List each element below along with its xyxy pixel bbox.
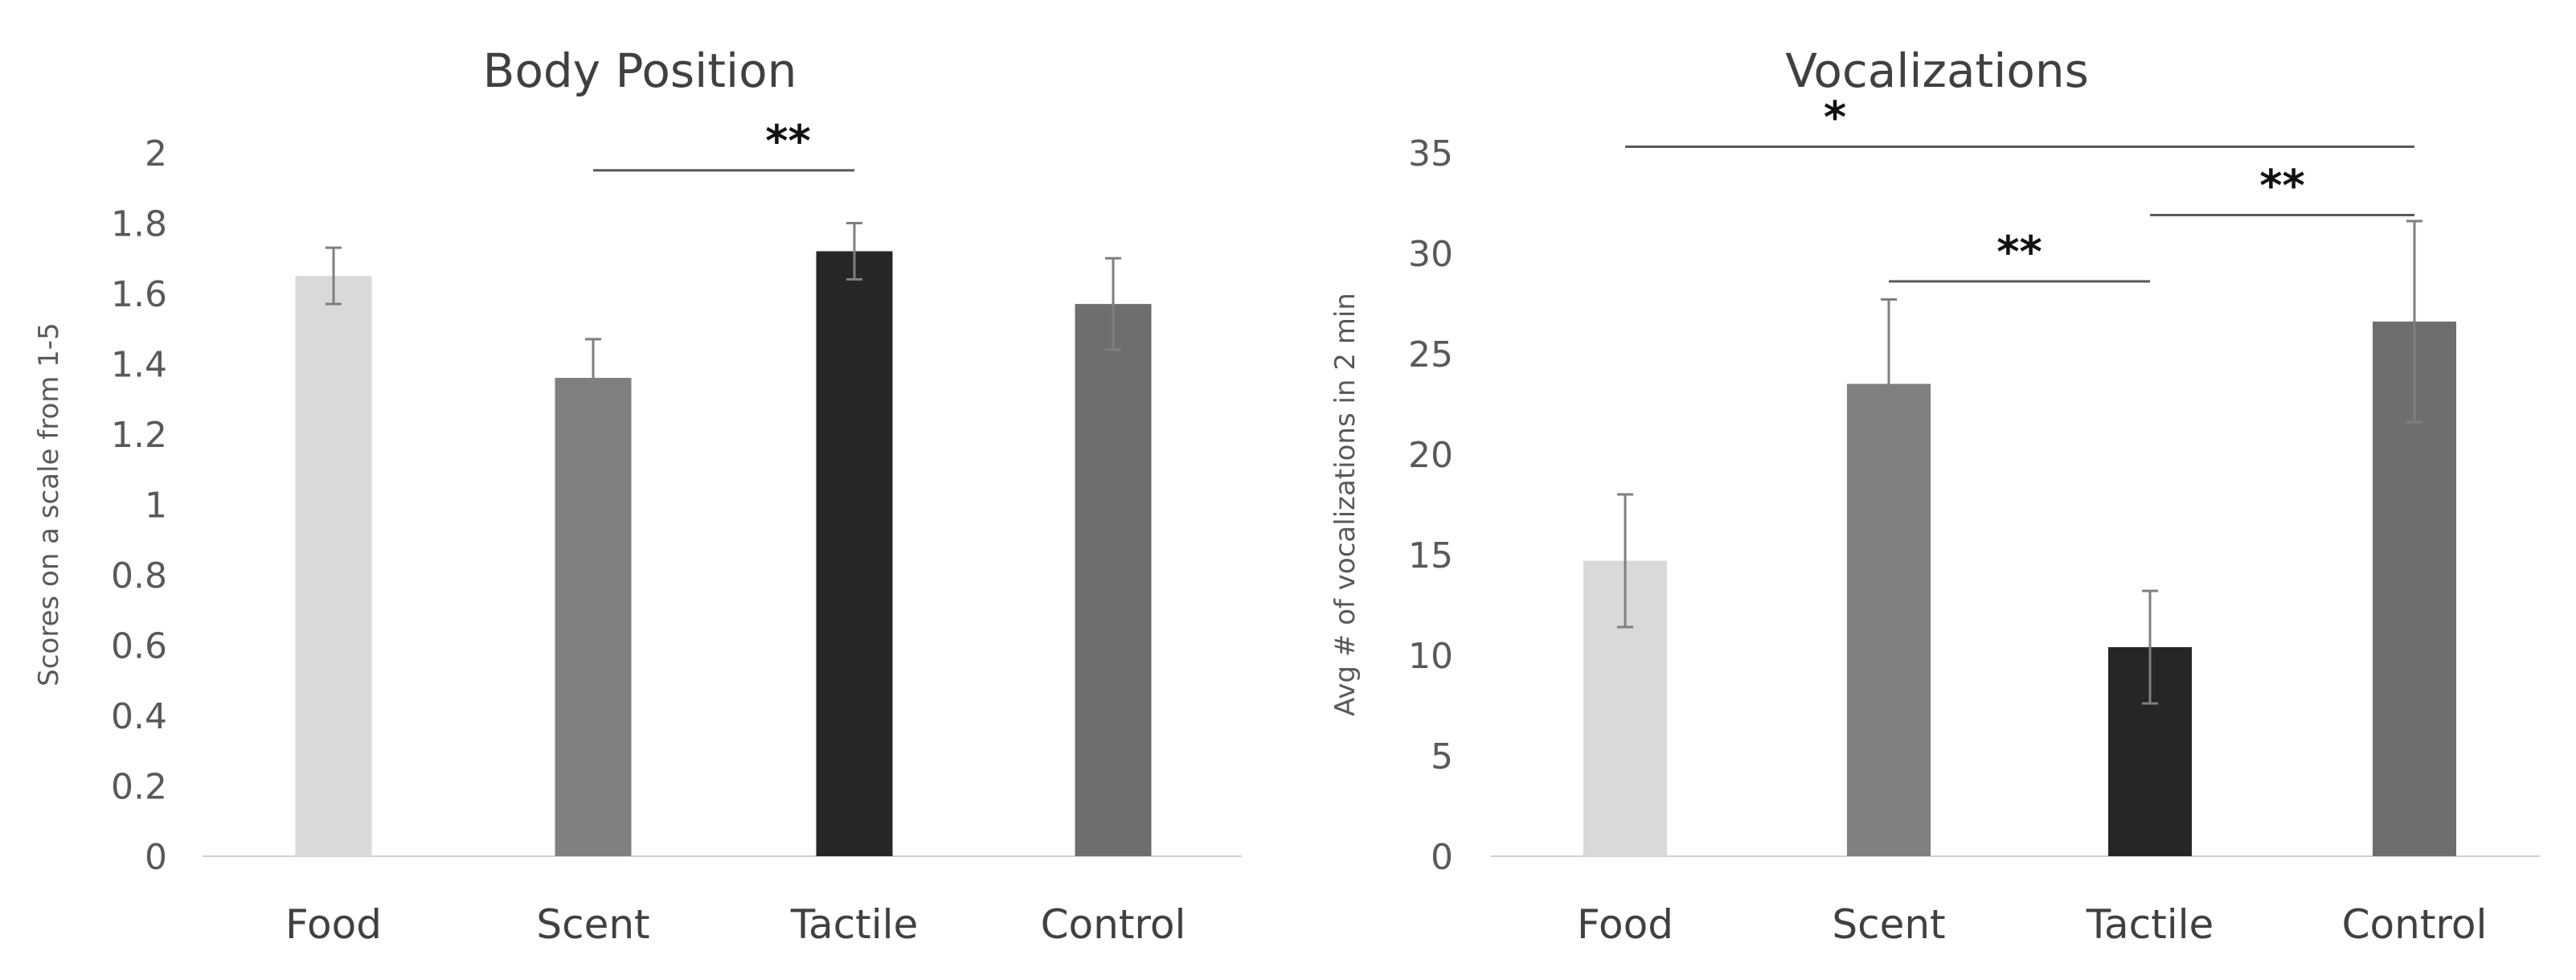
chart-title: Vocalizations: [1785, 43, 2089, 98]
x-category-label: Tactile: [2086, 901, 2214, 948]
y-tick-label: 0: [145, 837, 167, 878]
x-category-label: Scent: [536, 901, 649, 948]
y-tick-label: 1.4: [111, 345, 167, 386]
bar-tactile: [816, 251, 893, 856]
body-position-chart: Body Position Scores on a scale from 1-5 0…: [33, 43, 1242, 948]
significance-label: **: [1997, 227, 2042, 277]
significance-label: **: [2259, 161, 2304, 211]
y-tick-label: 30: [1408, 234, 1453, 275]
y-tick-label: 2: [145, 133, 167, 174]
bar-scent: [555, 378, 632, 856]
x-category-label: Control: [2342, 901, 2488, 948]
y-tick-label: 0.8: [111, 556, 167, 597]
x-category-label: Food: [1577, 901, 1673, 948]
bar-control: [1075, 304, 1152, 856]
bar-food: [295, 276, 372, 856]
x-category-label: Scent: [1832, 901, 1945, 948]
x-category-label: Food: [285, 901, 382, 948]
y-axis-label: Avg # of vocalizations in 2 min: [1329, 293, 1362, 716]
y-tick-label: 0.6: [111, 626, 167, 667]
x-category-label: Tactile: [790, 901, 919, 948]
y-tick-label: 1.6: [111, 274, 167, 315]
x-category-label: Control: [1041, 901, 1186, 948]
chart-title: Body Position: [483, 43, 797, 98]
y-tick-label: 5: [1431, 736, 1453, 777]
y-tick-label: 25: [1408, 334, 1453, 375]
significance-label: *: [1824, 92, 1846, 143]
y-tick-label: 20: [1408, 435, 1453, 476]
vocalizations-chart: Vocalizations Avg # of vocalizations in 2…: [1329, 43, 2540, 948]
y-tick-label: 0.2: [111, 767, 167, 808]
y-tick-label: 10: [1408, 636, 1453, 677]
y-tick-label: 1: [145, 486, 167, 527]
y-tick-label: 0: [1431, 837, 1453, 878]
y-tick-label: 15: [1408, 535, 1453, 576]
y-tick-label: 1.8: [111, 204, 167, 245]
y-tick-label: 0.4: [111, 696, 167, 737]
y-axis-label: Scores on a scale from 1-5: [33, 322, 65, 686]
y-tick-label: 1.2: [111, 415, 167, 456]
y-tick-label: 35: [1408, 133, 1453, 174]
significance-label: **: [765, 116, 810, 166]
